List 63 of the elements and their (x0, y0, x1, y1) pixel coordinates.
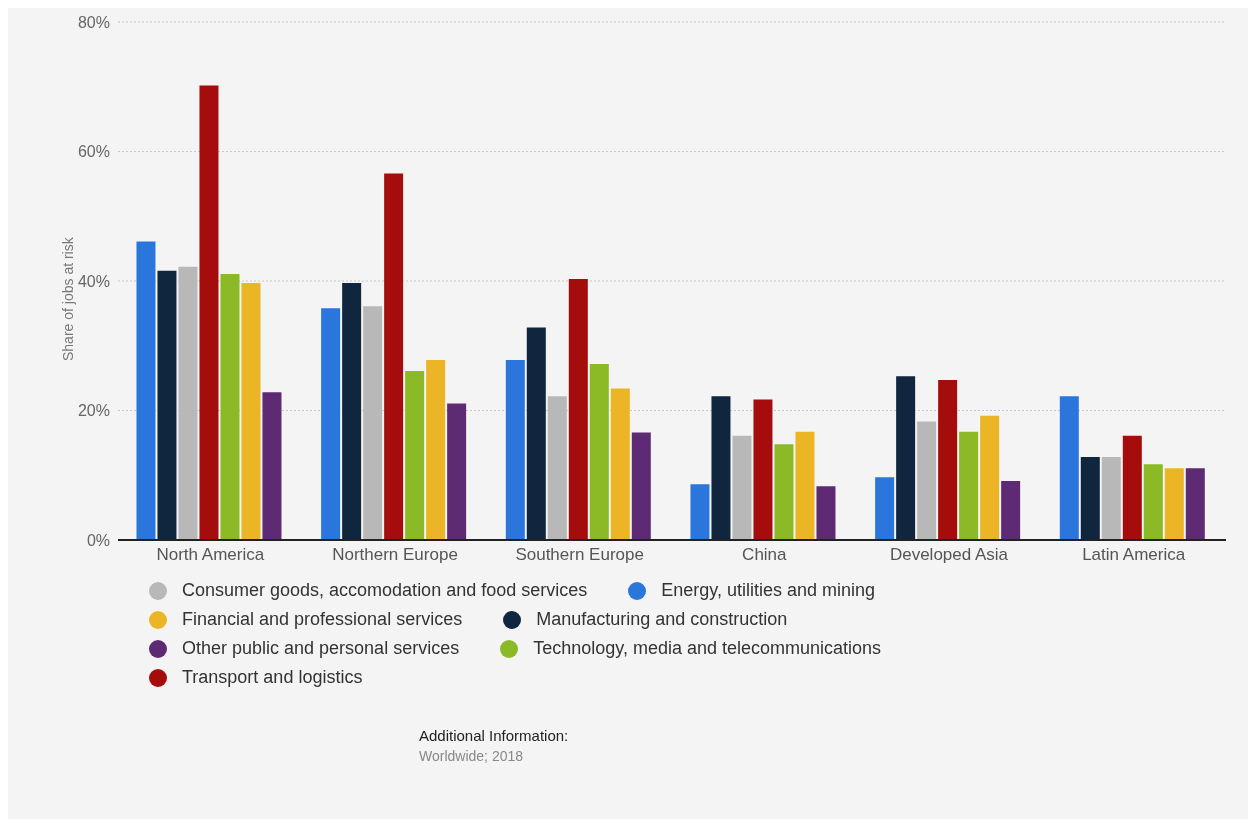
x-tick-label: Northern Europe (332, 545, 458, 565)
y-tick-label: 20% (77, 402, 110, 420)
bar (199, 85, 219, 540)
bar (568, 279, 588, 540)
bar (753, 399, 773, 540)
bar (1143, 464, 1163, 540)
text: Worldwide; 2018 (419, 748, 525, 764)
bar (1164, 468, 1184, 540)
bar (321, 308, 341, 540)
bar (447, 403, 467, 540)
x-tick-label: China (742, 545, 788, 565)
bar (816, 486, 836, 540)
bar (938, 380, 958, 540)
x-tick-label: North America (156, 545, 265, 565)
bar (795, 431, 815, 540)
legend-label: Other public and personal services (182, 638, 460, 659)
bar (384, 173, 404, 540)
bar (774, 444, 794, 540)
bar (896, 376, 916, 540)
bar (157, 270, 177, 540)
bar (1185, 468, 1205, 540)
bar (610, 388, 630, 540)
bar (241, 282, 261, 540)
bar (875, 477, 895, 540)
bar (405, 371, 425, 540)
bar (959, 431, 979, 540)
bar (1059, 396, 1079, 540)
y-tick-label: 40% (77, 272, 110, 290)
bar (917, 421, 937, 540)
bar (732, 435, 752, 540)
legend-label: Consumer goods, accomodation and food services (182, 580, 588, 601)
legend-label: Technology, media and telecommunications (533, 638, 882, 659)
x-tick-label: Developed Asia (889, 545, 1009, 565)
bar (589, 363, 609, 540)
bar (711, 396, 731, 540)
bar (363, 306, 383, 540)
bar (505, 360, 525, 540)
bar (690, 484, 710, 540)
legend-label: Transport and logistics (182, 667, 363, 688)
y-tick-label: 80% (77, 13, 110, 31)
y-tick-label: 60% (77, 143, 110, 161)
bar (1080, 457, 1100, 540)
legend-label: Financial and professional services (182, 609, 463, 630)
bar (980, 415, 1000, 540)
legend-label: Energy, utilities and mining (661, 580, 876, 601)
y-tick-label: 0% (86, 531, 110, 549)
bar (1001, 481, 1021, 540)
bar (136, 241, 156, 540)
bar (1122, 435, 1142, 540)
legend-label: Manufacturing and construction (536, 609, 788, 630)
bar (342, 282, 362, 540)
bar (220, 273, 240, 540)
bar (526, 327, 546, 540)
bar (547, 396, 567, 540)
x-tick-label: Latin America (1082, 545, 1186, 565)
bar (631, 432, 651, 540)
bar (178, 266, 198, 540)
x-tick-label: Southern Europe (515, 545, 644, 565)
bar (426, 360, 446, 540)
bar (262, 392, 282, 540)
y-axis-title: Share of jobs at risk (59, 236, 76, 361)
bar (1101, 457, 1121, 540)
text: Additional Information: (419, 727, 569, 744)
